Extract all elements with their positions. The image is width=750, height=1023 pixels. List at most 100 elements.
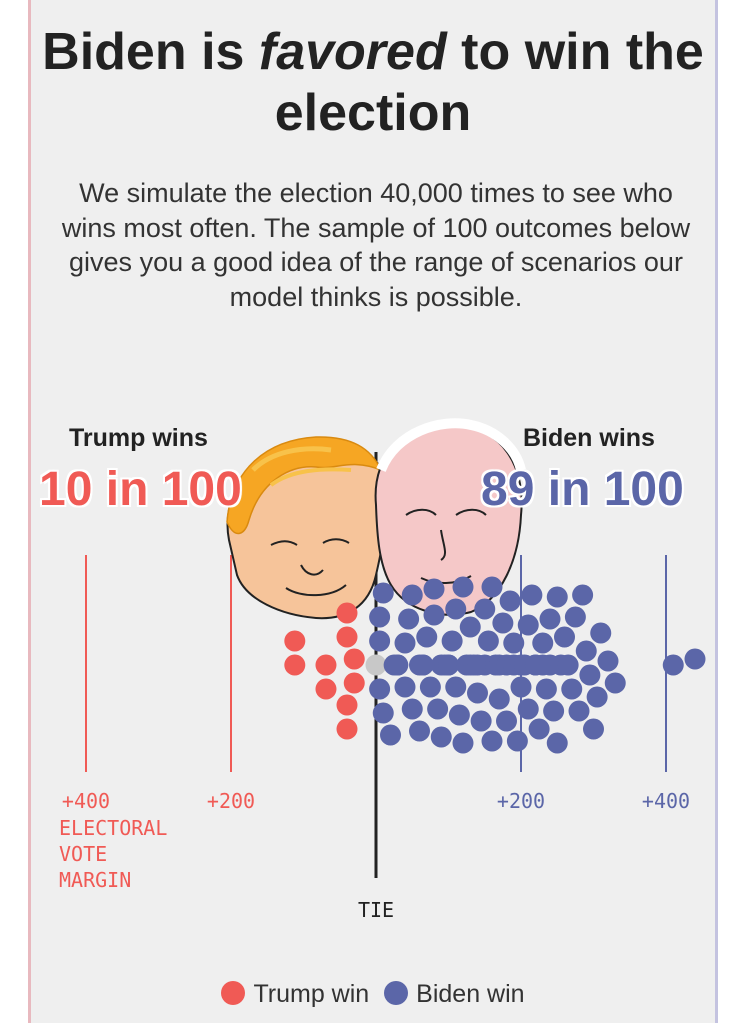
biden-win-dot [488, 688, 510, 710]
biden-win-dot [398, 608, 420, 630]
biden-win-dot [597, 650, 619, 672]
biden-win-dot [401, 698, 423, 720]
biden-win-dot [448, 704, 470, 726]
axis-title-line: MARGIN [59, 868, 131, 892]
biden-win-dot [430, 726, 452, 748]
biden-win-dot [438, 654, 459, 676]
biden-win-dot [445, 598, 467, 620]
axis-title-line: ELECTORAL [59, 816, 167, 840]
biden-win-dot [557, 654, 579, 676]
biden-win-dot [481, 730, 503, 752]
trump-odds: 10 in 100 [39, 463, 242, 516]
legend: Trump win Biden win [31, 980, 715, 1009]
legend-label-biden: Biden win [416, 980, 525, 1008]
title-suffix: to win the election [274, 23, 704, 142]
biden-win-dot [517, 614, 539, 636]
biden-win-dot [369, 678, 391, 700]
biden-win-dot [579, 664, 601, 686]
biden-win-dot [452, 732, 474, 754]
biden-win-dot [412, 654, 434, 676]
biden-win-dot [369, 606, 391, 628]
trump-win-dot [284, 630, 306, 652]
biden-win-dot [477, 630, 499, 652]
biden-wins-label: Biden wins [523, 424, 655, 452]
biden-win-dot [539, 608, 561, 630]
trump-win-dot [336, 626, 358, 648]
biden-win-dot [517, 698, 539, 720]
title-emphasis: favored [258, 23, 447, 81]
tie-dot [365, 654, 387, 676]
biden-win-dot [423, 578, 445, 600]
biden-win-dot [521, 584, 543, 606]
biden-win-dot [380, 724, 401, 746]
biden-win-dot [546, 732, 568, 754]
tick-label-biden-400: +400 [642, 789, 690, 813]
biden-win-dot [445, 676, 467, 698]
biden-win-dot [532, 632, 554, 654]
tick-label-trump-400: +400 [62, 789, 110, 813]
trump-wins-label: Trump wins [69, 424, 208, 452]
biden-win-dot [401, 584, 423, 606]
chart-card: Biden is favored to win the election We … [28, 0, 718, 1023]
biden-win-dot [568, 700, 590, 722]
biden-win-dot [506, 730, 528, 752]
biden-win-dot [662, 654, 684, 676]
tie-label: TIE [358, 898, 394, 922]
legend-swatch-biden [384, 981, 409, 1005]
biden-win-dot [564, 606, 586, 628]
biden-win-dot [604, 672, 626, 694]
trump-win-dot [336, 718, 358, 740]
biden-win-dot [543, 700, 565, 722]
axis-title-line: VOTE [59, 842, 107, 866]
biden-win-dot [510, 676, 532, 698]
biden-win-dot [423, 604, 445, 626]
trump-win-dot [315, 654, 337, 676]
biden-win-dot [459, 616, 481, 638]
trump-win-dot [336, 694, 358, 716]
biden-win-dot [492, 612, 514, 634]
legend-item-biden: Biden win [384, 980, 525, 1008]
biden-win-dot [503, 632, 525, 654]
chart-subtitle: We simulate the election 40,000 times to… [61, 178, 691, 312]
biden-win-dot [387, 654, 409, 676]
biden-win-dot [586, 686, 608, 708]
trump-win-dot [343, 672, 365, 694]
biden-win-dot [499, 590, 521, 612]
biden-win-dot [427, 698, 449, 720]
legend-label-trump: Trump win [253, 980, 370, 1008]
biden-win-dot [481, 576, 503, 598]
biden-win-dot [452, 576, 474, 598]
biden-win-dot [369, 630, 391, 652]
chart-title: Biden is favored to win the election [31, 22, 715, 144]
biden-win-dot [496, 710, 517, 732]
biden-win-dot [419, 676, 441, 698]
tick-label-biden-200: +200 [497, 789, 545, 813]
biden-win-dot [474, 598, 496, 620]
biden-win-dot [372, 582, 394, 604]
biden-win-dot [546, 586, 568, 608]
biden-win-dot [535, 678, 557, 700]
biden-win-dot [409, 720, 430, 742]
biden-win-dot [470, 710, 492, 732]
legend-item-trump: Trump win [221, 980, 369, 1008]
biden-win-dot [467, 682, 488, 704]
tick-label-trump-200: +200 [207, 789, 255, 813]
biden-win-dot [561, 678, 583, 700]
biden-win-dot [583, 718, 604, 740]
biden-win-dot [394, 632, 416, 654]
biden-win-dot [684, 648, 706, 670]
biden-odds: 89 in 100 [481, 463, 684, 516]
biden-win-dot [575, 640, 597, 662]
title-prefix: Biden is [42, 23, 259, 81]
legend-swatch-trump [221, 981, 246, 1005]
trump-win-dot [284, 654, 306, 676]
trump-win-dot [336, 602, 358, 624]
trump-win-dot [343, 648, 365, 670]
trump-win-dot [315, 678, 337, 700]
biden-win-dot [554, 626, 575, 648]
biden-win-dot [572, 584, 594, 606]
biden-win-dot [394, 676, 416, 698]
biden-win-dot [416, 626, 438, 648]
biden-win-dot [590, 622, 612, 644]
